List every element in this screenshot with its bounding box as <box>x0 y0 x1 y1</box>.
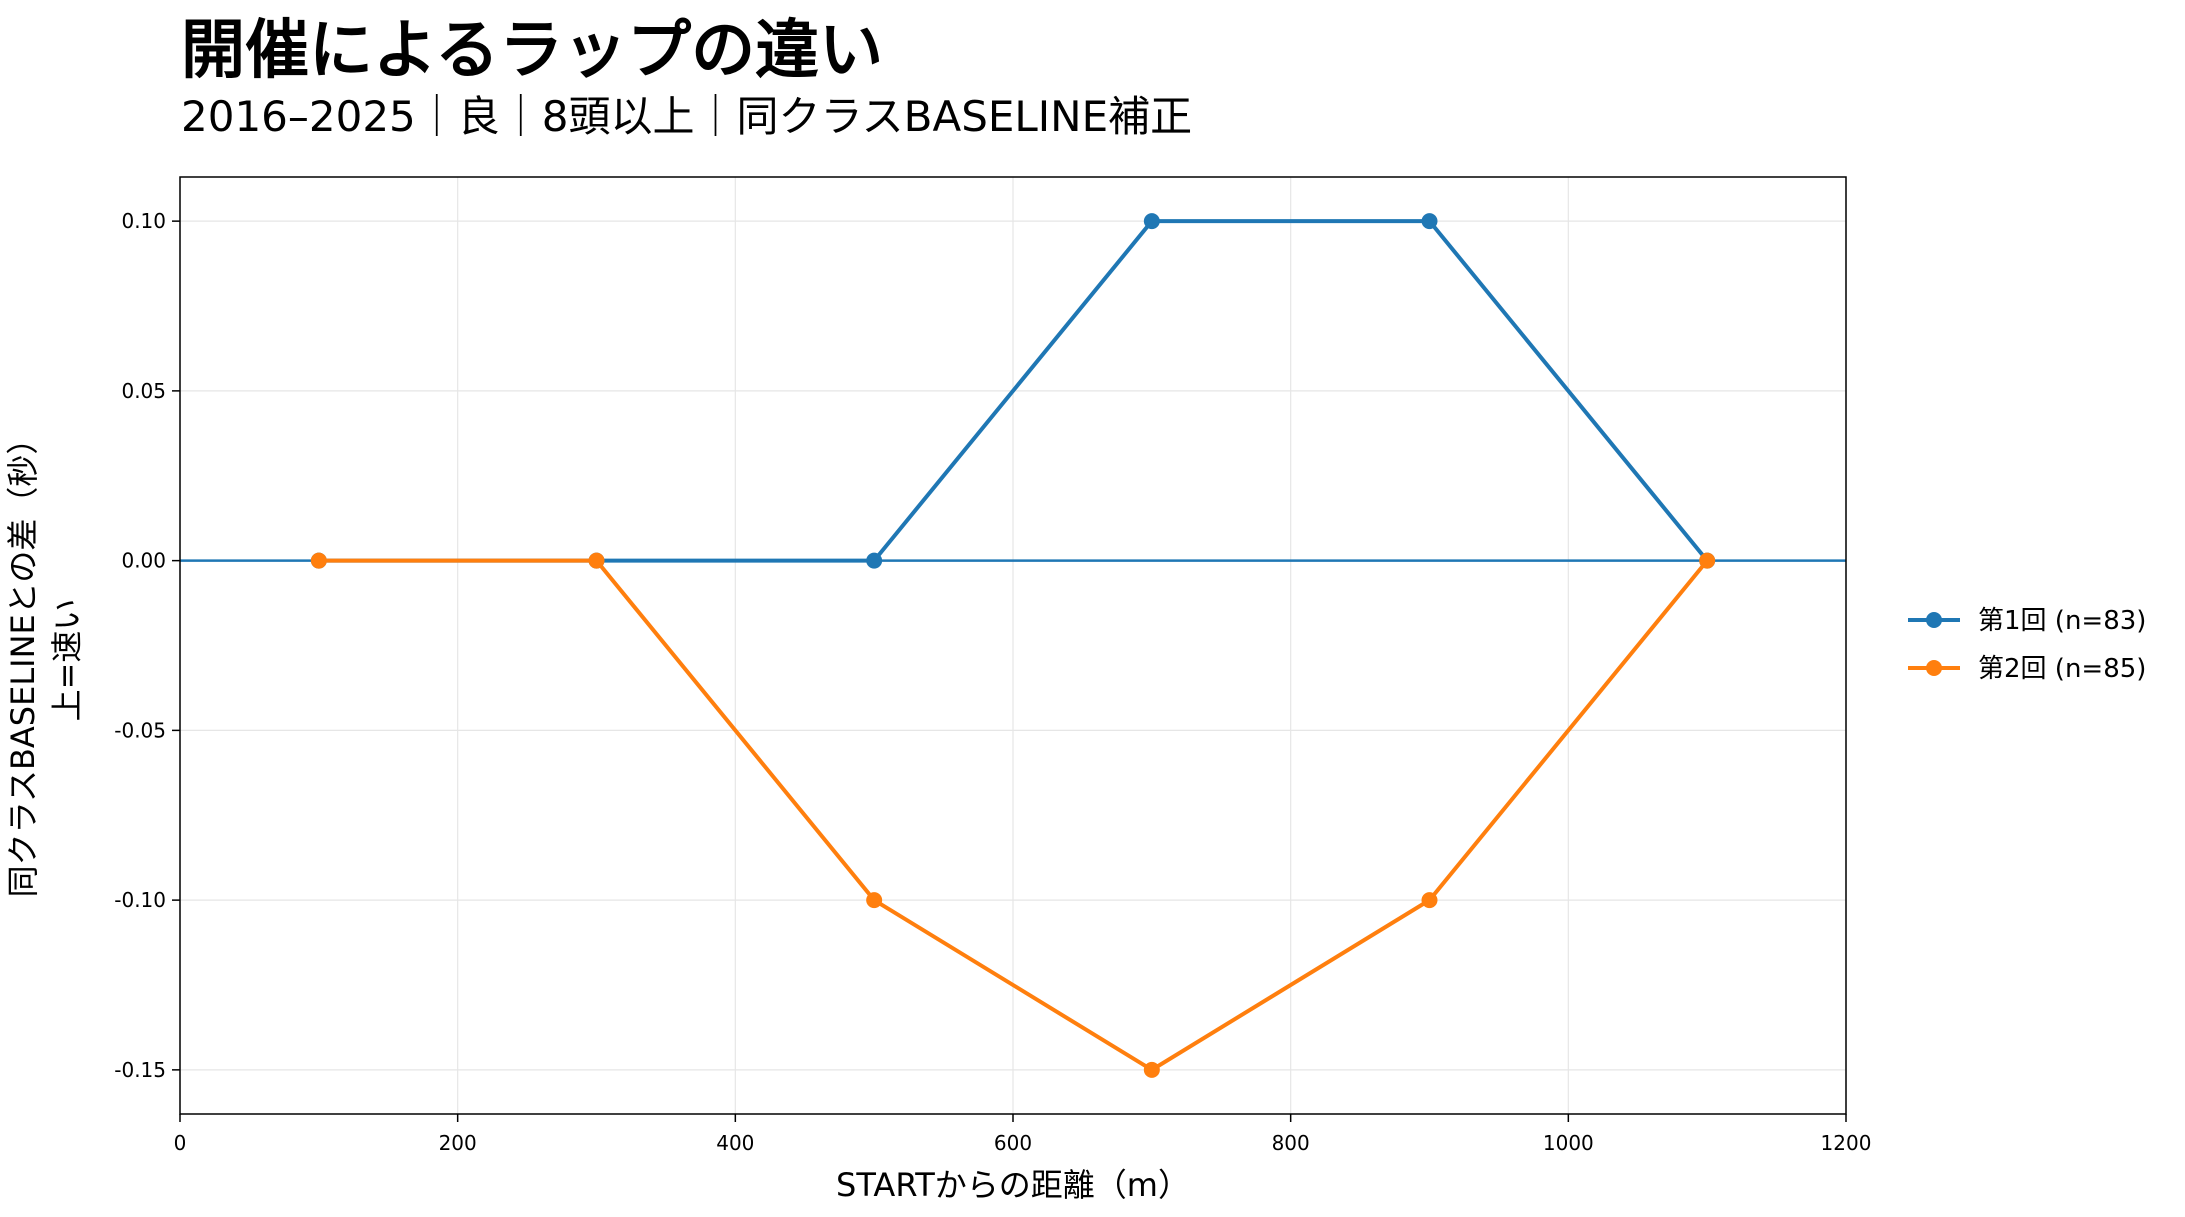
series-2-point <box>1143 1061 1160 1078</box>
series-2-point <box>588 552 605 569</box>
series-2-point <box>866 892 883 909</box>
x-tick-label: 0 <box>174 1131 187 1155</box>
y-tick-label: -0.05 <box>114 718 166 742</box>
series-1-point <box>1143 213 1160 230</box>
legend: 第1回 (n=83) 第2回 (n=85) <box>1908 606 2146 684</box>
chart-title: 開催によるラップの違い <box>181 14 883 88</box>
series-2-point <box>310 552 327 569</box>
series-2-point <box>1699 552 1716 569</box>
y-tick-label: 0.00 <box>121 549 166 573</box>
x-tick-label: 800 <box>1272 1131 1310 1155</box>
x-tick-label: 400 <box>716 1131 754 1155</box>
series-1-point <box>1421 213 1438 230</box>
series-1-point <box>866 552 883 569</box>
series-2-point <box>1421 892 1438 909</box>
axis-ticks: 0 200 400 600 800 1000 1200 0.10 0.05 0.00 -0.05 -0… <box>114 209 1871 1155</box>
legend-swatch-marker <box>1926 612 1942 628</box>
x-tick-label: 1200 <box>1821 1131 1872 1155</box>
y-axis-label: 同クラスBASELINEとの差（秒） <box>4 423 42 898</box>
x-tick-label: 600 <box>994 1131 1032 1155</box>
x-tick-label: 1000 <box>1543 1131 1594 1155</box>
y-axis-note: 上=速い <box>48 599 86 722</box>
y-tick-label: 0.05 <box>121 379 166 403</box>
chart-subtitle: 2016–2025｜良｜8頭以上｜同クラスBASELINE補正 <box>181 92 1192 141</box>
x-tick-label: 200 <box>439 1131 477 1155</box>
legend-swatch-marker <box>1926 660 1942 676</box>
y-tick-label: -0.10 <box>114 888 166 912</box>
plot-series <box>180 213 1846 1078</box>
legend-label: 第2回 (n=85) <box>1978 654 2146 684</box>
legend-label: 第1回 (n=83) <box>1978 606 2146 636</box>
y-tick-label: -0.15 <box>114 1058 166 1082</box>
series-2-line <box>316 558 1710 1072</box>
y-tick-label: 0.10 <box>121 209 166 233</box>
x-axis-label: STARTからの距離（m） <box>836 1166 1190 1204</box>
